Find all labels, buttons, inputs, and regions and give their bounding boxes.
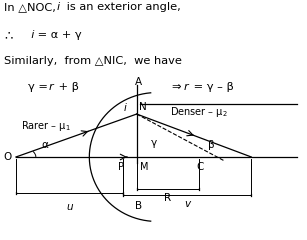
Text: C: C xyxy=(196,162,204,172)
Text: M: M xyxy=(140,162,149,172)
Text: i: i xyxy=(56,2,60,12)
Text: Denser – μ$_2$: Denser – μ$_2$ xyxy=(170,105,228,119)
Text: B: B xyxy=(135,201,142,211)
Text: i: i xyxy=(124,103,127,113)
Text: r: r xyxy=(49,82,54,92)
Text: Rarer – μ$_1$: Rarer – μ$_1$ xyxy=(21,119,70,133)
Text: v: v xyxy=(184,199,190,209)
Text: I: I xyxy=(251,162,253,172)
Text: γ =: γ = xyxy=(28,82,52,92)
Text: ⇒: ⇒ xyxy=(172,82,185,92)
Text: A: A xyxy=(135,77,142,87)
Text: γ: γ xyxy=(150,138,157,148)
Text: + β: + β xyxy=(55,82,79,92)
Text: β: β xyxy=(208,140,215,150)
Text: In △NOC,: In △NOC, xyxy=(4,2,59,12)
Text: Similarly,  from △NIC,  we have: Similarly, from △NIC, we have xyxy=(4,56,182,66)
Text: R: R xyxy=(165,193,172,203)
Text: r: r xyxy=(184,82,189,92)
Text: u: u xyxy=(66,202,73,212)
Text: = γ – β: = γ – β xyxy=(190,82,234,92)
Text: ∴: ∴ xyxy=(4,30,12,43)
Text: N: N xyxy=(139,102,147,112)
Text: is an exterior angle,: is an exterior angle, xyxy=(63,2,181,12)
Text: P: P xyxy=(119,162,124,172)
Text: O: O xyxy=(3,152,11,162)
Text: α: α xyxy=(41,140,49,150)
Text: = α + γ: = α + γ xyxy=(34,30,81,40)
Text: i: i xyxy=(24,30,34,40)
